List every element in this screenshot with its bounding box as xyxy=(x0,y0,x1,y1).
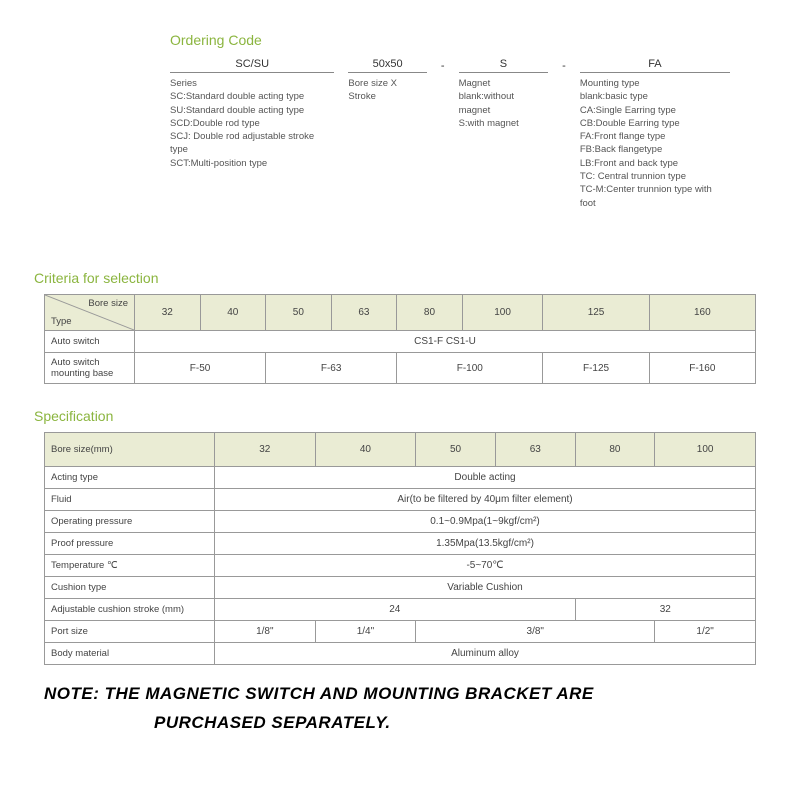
criteria-table: Bore size Type 3240506380100125160 Auto … xyxy=(44,294,756,384)
criteria-row1-value: CS1-F CS1-U xyxy=(135,331,756,353)
spec-bore-80: 80 xyxy=(575,433,655,467)
spec-row-label: Operating pressure xyxy=(45,511,215,533)
diag-top-label: Bore size xyxy=(88,298,128,309)
spec-bore-label: Bore size(mm) xyxy=(45,433,215,467)
spec-bore-50: 50 xyxy=(416,433,496,467)
criteria-mount-F-160: F-160 xyxy=(649,353,755,384)
criteria-title: Criteria for selection xyxy=(34,270,756,286)
ordering-col-header: SC/SU xyxy=(170,58,334,73)
spec-row-label: Adjustable cushion stroke (mm) xyxy=(45,599,215,621)
ordering-col-3: FA Mounting typeblank:basic typeCA:Single… xyxy=(580,58,730,210)
spec-row-label: Proof pressure xyxy=(45,533,215,555)
note-line2: PURCHASED SEPARATELY. xyxy=(44,709,756,738)
spec-cell: Double acting xyxy=(215,467,756,489)
criteria-bore-80: 80 xyxy=(397,295,463,331)
criteria-diag-cell: Bore size Type xyxy=(45,295,135,331)
spec-cell: 1/4" xyxy=(315,621,416,643)
ordering-col-1: 50x50 Bore size X Stroke xyxy=(348,58,427,210)
ordering-title: Ordering Code xyxy=(170,32,730,48)
spec-cell: 24 xyxy=(215,599,576,621)
spec-row-label: Cushion type xyxy=(45,577,215,599)
spec-cell: 1/2" xyxy=(655,621,756,643)
spec-cell: 1.35Mpa(13.5kgf/cm²) xyxy=(215,533,756,555)
note-line1: NOTE: THE MAGNETIC SWITCH AND MOUNTING B… xyxy=(44,684,594,703)
note-text: NOTE: THE MAGNETIC SWITCH AND MOUNTING B… xyxy=(44,680,756,738)
dash: - xyxy=(562,58,566,210)
spec-cell: Aluminum alloy xyxy=(215,643,756,665)
spec-section: Specification Bore size(mm) 324050638010… xyxy=(44,408,756,665)
spec-cell: 3/8" xyxy=(416,621,655,643)
ordering-col-header: 50x50 xyxy=(348,58,427,73)
ordering-col-desc: SeriesSC:Standard double acting typeSU:S… xyxy=(170,77,334,170)
ordering-col-0: SC/SU SeriesSC:Standard double acting typ… xyxy=(170,58,334,210)
criteria-section: Criteria for selection Bore size Type 32… xyxy=(44,270,756,384)
spec-bore-100: 100 xyxy=(655,433,756,467)
spec-cell: 32 xyxy=(575,599,755,621)
spec-row-label: Port size xyxy=(45,621,215,643)
criteria-bore-125: 125 xyxy=(543,295,649,331)
criteria-row1-label: Auto switch xyxy=(45,331,135,353)
spec-title: Specification xyxy=(34,408,756,424)
criteria-bore-32: 32 xyxy=(135,295,201,331)
spec-cell: Variable Cushion xyxy=(215,577,756,599)
ordering-col-desc: Mounting typeblank:basic typeCA:Single E… xyxy=(580,77,730,210)
spec-cell: 1/8" xyxy=(215,621,316,643)
criteria-mount-F-125: F-125 xyxy=(543,353,649,384)
spec-bore-32: 32 xyxy=(215,433,316,467)
criteria-row2-label: Auto switch mounting base xyxy=(45,353,135,384)
spec-bore-63: 63 xyxy=(495,433,575,467)
spec-cell: 0.1~0.9Mpa(1~9kgf/cm²) xyxy=(215,511,756,533)
spec-row-label: Body material xyxy=(45,643,215,665)
ordering-col-header: FA xyxy=(580,58,730,73)
spec-row-label: Temperature ℃ xyxy=(45,555,215,577)
spec-table: Bore size(mm) 3240506380100 Acting typeD… xyxy=(44,432,756,665)
ordering-code-section: Ordering Code SC/SU SeriesSC:Standard dou… xyxy=(170,32,730,210)
spec-row-label: Acting type xyxy=(45,467,215,489)
ordering-col-2: S Magnetblank:without magnetS:with magnet xyxy=(459,58,549,210)
spec-cell: Air(to be filtered by 40μm filter elemen… xyxy=(215,489,756,511)
criteria-mount-F-100: F-100 xyxy=(397,353,543,384)
diag-bot-label: Type xyxy=(51,316,72,327)
ordering-col-desc: Magnetblank:without magnetS:with magnet xyxy=(459,77,549,130)
spec-row-label: Fluid xyxy=(45,489,215,511)
ordering-col-desc: Bore size X Stroke xyxy=(348,77,427,104)
ordering-code-row: SC/SU SeriesSC:Standard double acting typ… xyxy=(170,58,730,210)
ordering-col-header: S xyxy=(459,58,549,73)
criteria-bore-40: 40 xyxy=(200,295,266,331)
criteria-mount-F-63: F-63 xyxy=(266,353,397,384)
criteria-bore-100: 100 xyxy=(462,295,543,331)
criteria-mount-F-50: F-50 xyxy=(135,353,266,384)
spec-cell: -5~70℃ xyxy=(215,555,756,577)
criteria-bore-63: 63 xyxy=(331,295,397,331)
criteria-bore-50: 50 xyxy=(266,295,332,331)
criteria-bore-160: 160 xyxy=(649,295,755,331)
spec-bore-40: 40 xyxy=(315,433,416,467)
dash: - xyxy=(441,58,445,210)
